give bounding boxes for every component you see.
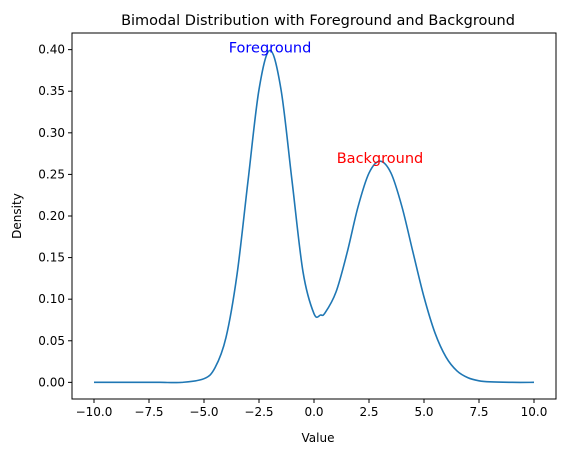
y-tick-label: 0.25	[38, 167, 65, 181]
peak-annotation: Foreground	[229, 40, 312, 56]
y-tick-label: 0.30	[38, 126, 65, 140]
x-tick-label: −7.5	[134, 405, 163, 419]
x-axis-title: Value	[302, 431, 335, 445]
x-tick-label: 5.0	[414, 405, 433, 419]
x-tick-label: 10.0	[521, 405, 548, 419]
x-tick-label: −10.0	[76, 405, 113, 419]
y-tick-label: 0.40	[38, 43, 65, 57]
y-tick-label: 0.05	[38, 334, 65, 348]
y-tick-label: 0.35	[38, 84, 65, 98]
peak-annotation: Background	[337, 151, 424, 167]
x-tick-label: −5.0	[189, 405, 218, 419]
y-tick-label: 0.10	[38, 292, 65, 306]
y-axis-title: Density	[10, 193, 24, 239]
x-tick-label: 0.0	[304, 405, 323, 419]
x-tick-label: 7.5	[469, 405, 488, 419]
x-tick-label: −2.5	[244, 405, 273, 419]
y-tick-label: 0.00	[38, 375, 65, 389]
y-tick-label: 0.15	[38, 251, 65, 265]
x-tick-label: 2.5	[359, 405, 378, 419]
chart-title: Bimodal Distribution with Foreground and…	[121, 13, 515, 29]
y-tick-label: 0.20	[38, 209, 65, 223]
